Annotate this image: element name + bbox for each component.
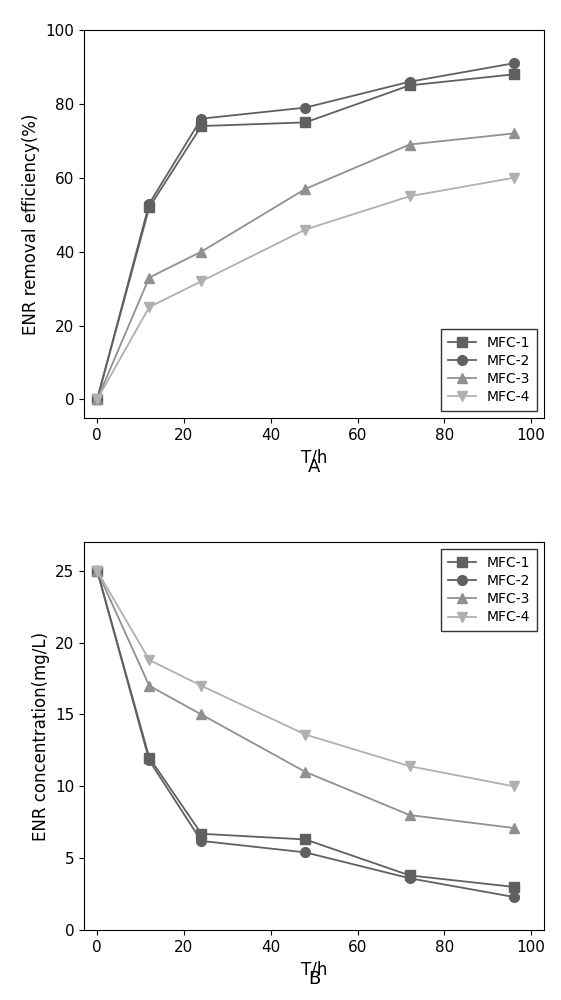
Line: MFC-4: MFC-4 [93,173,519,404]
MFC-3 [146,272,153,284]
MFC-1 [406,79,413,91]
MFC-3 [94,565,100,577]
MFC-3 [511,127,517,139]
MFC-4 [198,275,205,287]
MFC-4 [406,760,413,772]
MFC-1 [198,120,205,132]
MFC-3 [406,139,413,151]
MFC-3 [406,809,413,821]
MFC-2 [198,835,205,847]
Y-axis label: ENR concentration(mg/L): ENR concentration(mg/L) [31,631,49,841]
X-axis label: T/h: T/h [301,448,328,466]
MFC-4 [302,729,309,741]
MFC-4 [511,172,517,184]
MFC-1 [94,565,100,577]
Legend: MFC-1, MFC-2, MFC-3, MFC-4: MFC-1, MFC-2, MFC-3, MFC-4 [441,549,537,631]
MFC-1 [511,881,517,893]
Line: MFC-1: MFC-1 [93,566,519,892]
Line: MFC-2: MFC-2 [93,58,519,404]
MFC-2 [198,113,205,125]
Line: MFC-3: MFC-3 [93,566,519,833]
MFC-1 [94,393,100,405]
MFC-2 [511,57,517,69]
Line: MFC-1: MFC-1 [93,69,519,404]
MFC-4 [94,393,100,405]
MFC-4 [146,301,153,313]
MFC-3 [302,183,309,195]
Text: B: B [308,970,320,988]
MFC-3 [511,822,517,834]
MFC-2 [302,102,309,114]
Text: A: A [308,458,320,476]
X-axis label: T/h: T/h [301,960,328,978]
MFC-2 [406,872,413,884]
MFC-2 [94,393,100,405]
MFC-3 [198,246,205,258]
MFC-1 [302,116,309,128]
Line: MFC-4: MFC-4 [93,566,519,791]
Legend: MFC-1, MFC-2, MFC-3, MFC-4: MFC-1, MFC-2, MFC-3, MFC-4 [441,329,537,411]
MFC-1 [511,68,517,80]
MFC-4 [198,680,205,692]
MFC-2 [511,891,517,903]
MFC-3 [302,766,309,778]
MFC-3 [94,393,100,405]
MFC-4 [511,780,517,792]
MFC-1 [198,828,205,840]
MFC-3 [146,680,153,692]
MFC-1 [146,201,153,213]
MFC-1 [146,752,153,764]
Y-axis label: ENR removal efficiency(%): ENR removal efficiency(%) [22,113,40,335]
MFC-4 [302,224,309,236]
MFC-1 [406,869,413,881]
MFC-2 [146,754,153,766]
MFC-2 [94,565,100,577]
MFC-4 [146,654,153,666]
MFC-2 [302,846,309,858]
MFC-4 [94,565,100,577]
MFC-1 [302,833,309,845]
MFC-2 [146,198,153,210]
MFC-4 [406,190,413,202]
MFC-2 [406,76,413,88]
MFC-3 [198,708,205,720]
Line: MFC-2: MFC-2 [93,566,519,902]
Line: MFC-3: MFC-3 [93,129,519,404]
